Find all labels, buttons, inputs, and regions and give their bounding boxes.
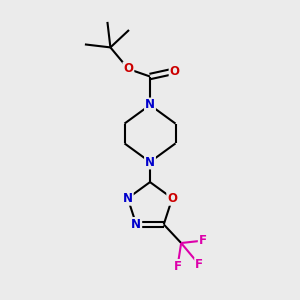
Text: O: O <box>169 64 180 78</box>
Text: O: O <box>123 62 134 76</box>
Text: N: N <box>145 98 155 112</box>
Text: N: N <box>145 155 155 169</box>
Text: N: N <box>131 218 141 231</box>
Text: F: F <box>199 234 207 247</box>
Text: F: F <box>195 258 203 271</box>
Text: N: N <box>123 192 133 205</box>
Text: F: F <box>174 260 182 273</box>
Text: O: O <box>167 192 177 205</box>
